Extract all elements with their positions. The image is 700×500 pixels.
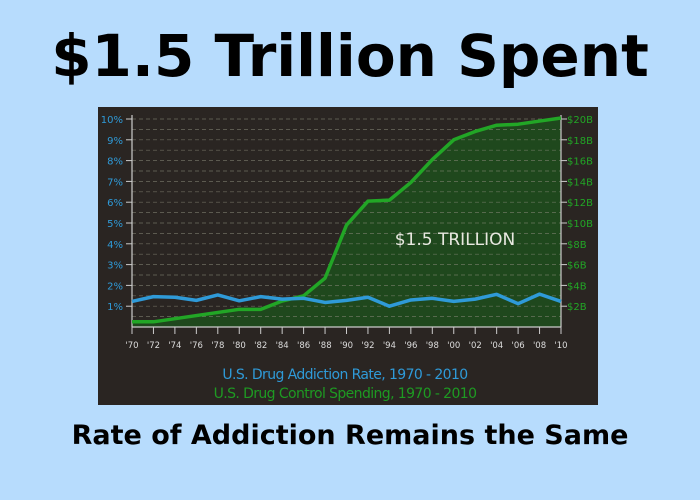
y-right-tick-label: $20B	[567, 115, 593, 126]
x-tick-label: '70	[125, 341, 138, 351]
y-right-tick-label: $10B	[567, 219, 593, 230]
x-tick-label: '94	[383, 341, 396, 351]
y-left-tick-label: 1%	[107, 302, 123, 313]
y-left-tick-label: 8%	[107, 157, 123, 168]
legend-spending: U.S. Drug Control Spending, 1970 - 2010	[214, 386, 477, 402]
x-tick-label: '00	[447, 341, 460, 351]
x-tick-label: '76	[190, 341, 203, 351]
x-tick-label: '84	[276, 341, 289, 351]
x-tick-label: '98	[426, 341, 439, 351]
y-left-tick-label: 3%	[107, 261, 123, 272]
x-tick-label: '80	[233, 341, 246, 351]
x-tick-label: '10	[554, 341, 567, 351]
x-tick-label: '08	[533, 341, 546, 351]
y-right-tick-label: $2B	[567, 302, 587, 313]
y-left-tick-label: 10%	[101, 115, 123, 126]
y-right-tick-label: $6B	[567, 261, 587, 272]
y-right-tick-label: $18B	[567, 136, 593, 147]
x-tick-label: '78	[211, 341, 224, 351]
x-tick-label: '74	[168, 341, 181, 351]
subtitle: Rate of Addiction Remains the Same	[71, 420, 629, 451]
x-tick-label: '04	[490, 341, 503, 351]
x-tick-label: '96	[404, 341, 417, 351]
x-tick-label: '02	[469, 341, 482, 351]
x-tick-label: '88	[318, 341, 331, 351]
legend-addiction: U.S. Drug Addiction Rate, 1970 - 2010	[222, 367, 467, 383]
annotation: $1.5 TRILLION	[395, 230, 516, 250]
addiction-rate-line	[131, 292, 562, 308]
y-right-tick-label: $8B	[567, 240, 587, 251]
y-left-tick-label: 4%	[107, 240, 123, 251]
y-right-tick-label: $14B	[567, 177, 593, 188]
x-tick-label: '72	[147, 341, 160, 351]
y-left-tick-label: 6%	[107, 198, 123, 209]
spending-line	[132, 116, 562, 324]
y-left-tick-label: 2%	[107, 281, 123, 292]
page-title: $1.5 Trillion Spent	[51, 22, 649, 90]
y-right-tick-label: $16B	[567, 157, 593, 168]
y-right-tick-label: $12B	[567, 198, 593, 209]
x-tick-label: '82	[254, 341, 267, 351]
y-left-tick-label: 9%	[107, 136, 123, 147]
y-left-tick-label: 7%	[107, 177, 123, 188]
y-right-tick-label: $4B	[567, 281, 587, 292]
spending-area	[132, 117, 561, 328]
x-tick-label: '06	[512, 341, 525, 351]
y-left-tick-label: 5%	[107, 219, 123, 230]
x-tick-label: '90	[340, 341, 353, 351]
x-tick-label: '92	[361, 341, 374, 351]
x-tick-label: '86	[297, 341, 310, 351]
